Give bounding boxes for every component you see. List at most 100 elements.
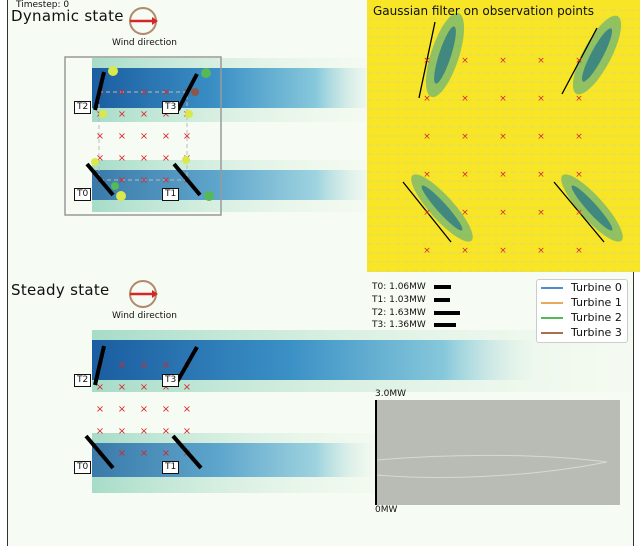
power-row-t1: T1: 1.03MW bbox=[372, 295, 450, 305]
observation-point: × bbox=[162, 404, 170, 415]
observation-point: × bbox=[96, 382, 104, 393]
observation-point: × bbox=[461, 246, 469, 256]
turbine-label-t0-steady: T0 bbox=[74, 461, 92, 474]
observation-point: × bbox=[461, 132, 469, 142]
observation-point: × bbox=[575, 208, 583, 218]
inset-wake-outline bbox=[377, 454, 608, 478]
steady-turbines bbox=[84, 345, 203, 470]
observation-point: × bbox=[575, 132, 583, 142]
turbine-label-t3-steady: T3 bbox=[162, 374, 180, 387]
legend-label: Turbine 0 bbox=[571, 281, 622, 294]
observation-point: × bbox=[162, 382, 170, 393]
observation-point: × bbox=[140, 360, 148, 371]
power-label-t2: T2: 1.63MW bbox=[372, 308, 426, 318]
turbine-grid-box bbox=[98, 91, 188, 181]
observation-point: × bbox=[162, 131, 170, 142]
legend-swatch bbox=[541, 301, 563, 304]
turbine-t1-rotor-steady bbox=[171, 434, 203, 470]
dynamic-turbines bbox=[85, 66, 214, 201]
observation-point: × bbox=[162, 175, 170, 186]
turbine-label-t2-steady: T2 bbox=[74, 374, 92, 387]
inset-bottom-label: 0MW bbox=[375, 505, 398, 515]
turbine-legend: Turbine 0 Turbine 1 Turbine 2 Turbine 3 bbox=[536, 279, 628, 343]
observation-point: × bbox=[461, 208, 469, 218]
turbine-label-t3: T3 bbox=[162, 101, 180, 114]
gaussian-filter-title: Gaussian filter on observation points bbox=[373, 4, 594, 18]
observation-point: × bbox=[162, 448, 170, 459]
observation-point: × bbox=[140, 131, 148, 142]
observation-point: × bbox=[423, 56, 431, 66]
turbine-label-t0: T0 bbox=[74, 188, 92, 201]
observation-point: × bbox=[96, 426, 104, 437]
observation-point: × bbox=[162, 360, 170, 371]
observation-point: × bbox=[183, 131, 191, 142]
turbine-t2-rotor-steady bbox=[93, 345, 106, 386]
turbine-t3-rotor-steady bbox=[175, 346, 199, 383]
legend-item-turbine-2: Turbine 2 bbox=[537, 310, 627, 325]
observation-point: × bbox=[499, 132, 507, 142]
gaussian-filter-plot: × × × × × × × × × × × × × × × × × × × × × × × × × × × × × × bbox=[367, 9, 640, 272]
turbine-t0-rotor bbox=[85, 162, 115, 197]
observation-point: × bbox=[461, 170, 469, 180]
turbine-t1-rotor bbox=[172, 162, 202, 197]
wind-direction-label: Wind direction bbox=[112, 38, 177, 48]
observation-point: × bbox=[118, 360, 126, 371]
observation-point: × bbox=[162, 109, 170, 120]
steady-state-title: Steady state bbox=[11, 281, 110, 299]
power-label-t1: T1: 1.03MW bbox=[372, 295, 426, 305]
observation-point: × bbox=[118, 382, 126, 393]
observation-point: × bbox=[499, 246, 507, 256]
power-row-t2: T2: 1.63MW bbox=[372, 308, 460, 318]
legend-item-turbine-3: Turbine 3 bbox=[537, 325, 627, 340]
turbine-label-t1-steady: T1 bbox=[162, 461, 180, 474]
observation-point: × bbox=[537, 132, 545, 142]
power-history-inset bbox=[375, 400, 620, 505]
observation-point: × bbox=[575, 56, 583, 66]
observation-point: × bbox=[423, 132, 431, 142]
observation-point: × bbox=[575, 246, 583, 256]
power-row-t0: T0: 1.06MW bbox=[372, 282, 451, 292]
legend-swatch bbox=[541, 316, 563, 319]
power-bar-t0 bbox=[433, 285, 451, 289]
observation-point: × bbox=[537, 56, 545, 66]
observation-point: × bbox=[162, 426, 170, 437]
observation-point: × bbox=[118, 87, 126, 98]
legend-swatch bbox=[541, 331, 563, 334]
power-row-t3: T3: 1.36MW bbox=[372, 320, 456, 330]
observation-point: × bbox=[162, 153, 170, 164]
observation-point: × bbox=[162, 87, 170, 98]
legend-swatch bbox=[541, 286, 563, 289]
observation-point: × bbox=[575, 170, 583, 180]
observation-point: × bbox=[140, 175, 148, 186]
observation-point: × bbox=[537, 208, 545, 218]
steady-wakes bbox=[92, 330, 632, 493]
power-label-t0: T0: 1.06MW bbox=[372, 282, 426, 292]
turbine-t3-rotor bbox=[176, 73, 199, 111]
observation-point: × bbox=[118, 109, 126, 120]
observation-point: × bbox=[96, 153, 104, 164]
observation-point: × bbox=[140, 153, 148, 164]
observation-point: × bbox=[96, 404, 104, 415]
observation-point: × bbox=[499, 208, 507, 218]
observation-point: × bbox=[423, 246, 431, 256]
wind-direction-steady bbox=[129, 280, 158, 308]
observation-point: × bbox=[140, 404, 148, 415]
gaussian-filter-panel: × × × × × × × × × × × × × × × × × × × × × × × × × × × × × × Gaussian … bbox=[367, 0, 640, 272]
observation-point: × bbox=[537, 246, 545, 256]
legend-item-turbine-0: Turbine 0 bbox=[537, 280, 627, 295]
observation-point: × bbox=[96, 131, 104, 142]
observation-box bbox=[64, 56, 222, 216]
observation-point: × bbox=[118, 426, 126, 437]
observation-point: × bbox=[183, 404, 191, 415]
observation-point: × bbox=[118, 448, 126, 459]
legend-item-turbine-1: Turbine 1 bbox=[537, 295, 627, 310]
observation-point: × bbox=[423, 94, 431, 104]
legend-label: Turbine 1 bbox=[571, 296, 622, 309]
observation-point: × bbox=[575, 94, 583, 104]
power-bar-t2 bbox=[433, 311, 460, 315]
observation-point: × bbox=[537, 170, 545, 180]
observation-point: × bbox=[499, 170, 507, 180]
legend-label: Turbine 2 bbox=[571, 311, 622, 324]
observation-point: × bbox=[423, 208, 431, 218]
